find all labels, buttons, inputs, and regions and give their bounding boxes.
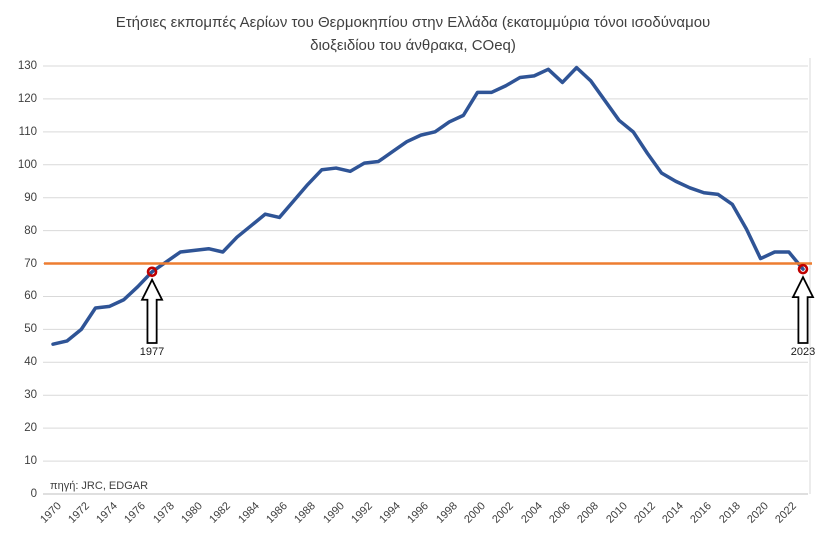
emissions-line [51,65,805,346]
y-tick-label-130: 130 [17,60,37,72]
y-tick-label-100: 100 [17,158,37,171]
y-tick-label-50: 50 [24,323,37,336]
source-note: πηγή: JRC, EDGAR [50,480,149,492]
y-tick-label-30: 30 [24,389,37,402]
y-tick-label-120: 120 [17,92,37,105]
y-tick-label-80: 80 [24,224,37,237]
data-point-marker-2023 [797,263,809,275]
y-tick-label-40: 40 [24,356,37,369]
y-tick-label-90: 90 [24,191,37,204]
annotation-label-2023: 2023 [790,346,816,358]
annotation-arrow-2023 [791,275,815,344]
y-tick-label-10: 10 [24,455,37,468]
data-point-marker-1977 [146,266,158,278]
y-tick-label-0: 0 [30,488,37,500]
annotation-arrow-1977 [140,277,164,344]
y-tick-label-70: 70 [24,257,37,270]
chart-title: Ετήσιες εκπομπές Αερίων του Θερμοκηπίου … [115,14,711,55]
annotation-label-1977: 1977 [139,346,165,358]
y-tick-label-110: 110 [18,125,37,138]
y-tick-label-20: 20 [24,422,37,435]
y-tick-label-60: 60 [24,290,37,303]
